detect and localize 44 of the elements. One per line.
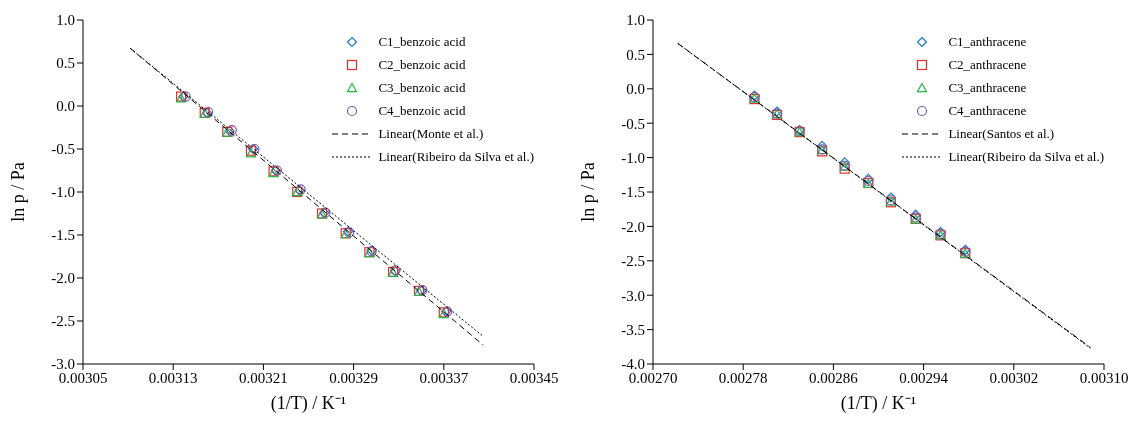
legend-label: Linear(Santos et al.) <box>948 125 1055 143</box>
x-axis-title: (1/T) / K⁻¹ <box>840 392 917 414</box>
y-tick-label: -2.0 <box>621 218 645 235</box>
x-tick-label: 0.00345 <box>509 369 559 386</box>
y-tick-label: 1.0 <box>56 12 75 29</box>
y-tick-label: -1.0 <box>621 149 645 166</box>
x-tick-label: 0.00294 <box>899 369 949 386</box>
x-tick-label: 0.00278 <box>718 369 768 386</box>
x-tick-label: 0.00337 <box>419 369 469 386</box>
y-tick-label: -1.0 <box>51 184 75 201</box>
legend-label: Linear(Ribeiro da Silva et al.) <box>378 148 534 166</box>
y-tick-label: 0.0 <box>626 81 645 98</box>
y-tick-label: -1.5 <box>621 184 645 201</box>
legend-label: C2_anthracene <box>948 56 1027 74</box>
y-tick-label: -3.5 <box>621 321 645 338</box>
y-tick-label: -3.0 <box>621 287 645 304</box>
legend-label: C4_anthracene <box>948 102 1027 120</box>
x-tick-label: 0.00302 <box>989 369 1039 386</box>
x-tick-label: 0.00321 <box>239 369 288 386</box>
legend-label: C2_benzoic acid <box>378 56 466 74</box>
x-tick-label: 0.00329 <box>329 369 378 386</box>
x-axis-title: (1/T) / K⁻¹ <box>270 392 347 414</box>
y-axis-title: ln p / Pa <box>8 162 29 222</box>
x-tick-label: 0.00310 <box>1079 369 1129 386</box>
y-tick-label: -2.0 <box>51 270 75 287</box>
legend-label: C1_anthracene <box>948 33 1027 51</box>
legend-label: Linear(Ribeiro da Silva et al.) <box>948 148 1104 166</box>
legend-label: C4_benzoic acid <box>378 102 466 120</box>
y-tick-label: 0.0 <box>56 98 75 115</box>
y-tick-label: 0.5 <box>56 55 75 72</box>
y-tick-label: -2.5 <box>51 313 75 330</box>
y-tick-label: -2.5 <box>621 253 645 270</box>
legend-label: Linear(Monte et al.) <box>378 125 484 143</box>
y-tick-label: -0.5 <box>621 115 645 132</box>
y-tick-label: 1.0 <box>626 12 645 29</box>
y-tick-label: 0.5 <box>626 46 645 63</box>
y-axis-title: ln p / Pa <box>578 162 599 222</box>
y-tick-label: -1.5 <box>51 227 75 244</box>
legend-label: C1_benzoic acid <box>378 33 466 51</box>
y-tick-label: -0.5 <box>51 141 75 158</box>
legend-label: C3_benzoic acid <box>378 79 466 97</box>
x-tick-label: 0.00313 <box>148 369 198 386</box>
legend-label: C3_anthracene <box>948 79 1027 97</box>
x-tick-label: 0.00286 <box>809 369 859 386</box>
